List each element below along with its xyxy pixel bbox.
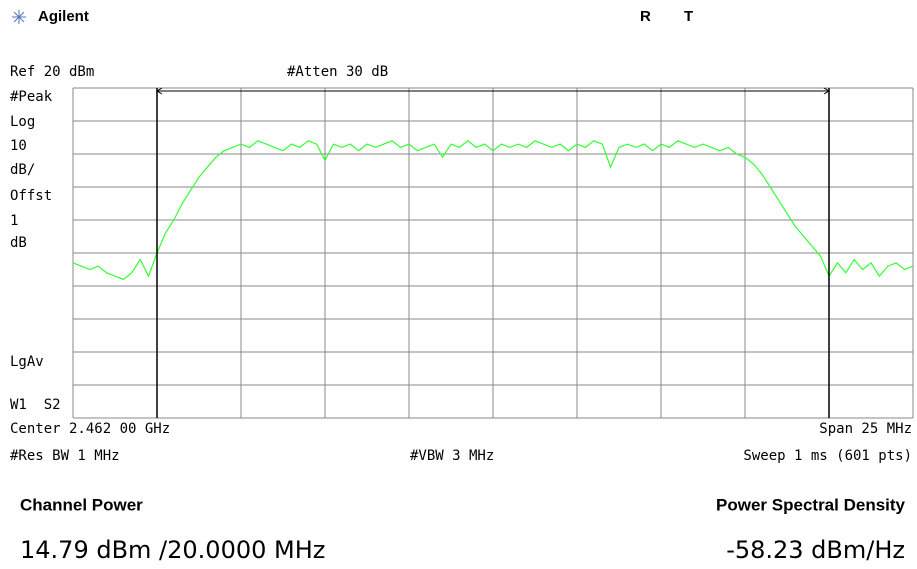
attenuation: #Atten 30 dB xyxy=(287,64,388,80)
scale-label: dB/ xyxy=(10,162,35,178)
measure-title: Channel Power xyxy=(20,495,143,514)
scale-label: Log xyxy=(10,114,35,130)
vbw: #VBW 3 MHz xyxy=(410,448,494,464)
ref-level: Ref 20 dBm xyxy=(10,64,94,80)
trace-state: W1 S2 xyxy=(10,397,61,413)
rbw: #Res BW 1 MHz xyxy=(10,448,120,464)
scale-label: 1 xyxy=(10,213,18,229)
logo xyxy=(12,10,26,24)
trace xyxy=(72,140,914,281)
status: R xyxy=(640,8,651,25)
brand: Agilent xyxy=(38,8,89,25)
scale-label: #Peak xyxy=(10,89,53,105)
measure-title: Power Spectral Density xyxy=(716,495,906,514)
scale-label: 10 xyxy=(10,138,27,154)
span: Span 25 MHz xyxy=(819,421,912,437)
sweep: Sweep 1 ms (601 pts) xyxy=(743,448,912,464)
status: T xyxy=(684,8,693,25)
avg-mode: LgAv xyxy=(10,354,44,370)
measure-value: 14.79 dBm /20.0000 MHz xyxy=(20,536,325,564)
scale-label: Offst xyxy=(10,188,52,204)
scale-label: dB xyxy=(10,235,27,251)
center-freq: Center 2.462 00 GHz xyxy=(10,421,170,437)
measure-value: -58.23 dBm/Hz xyxy=(726,536,905,564)
